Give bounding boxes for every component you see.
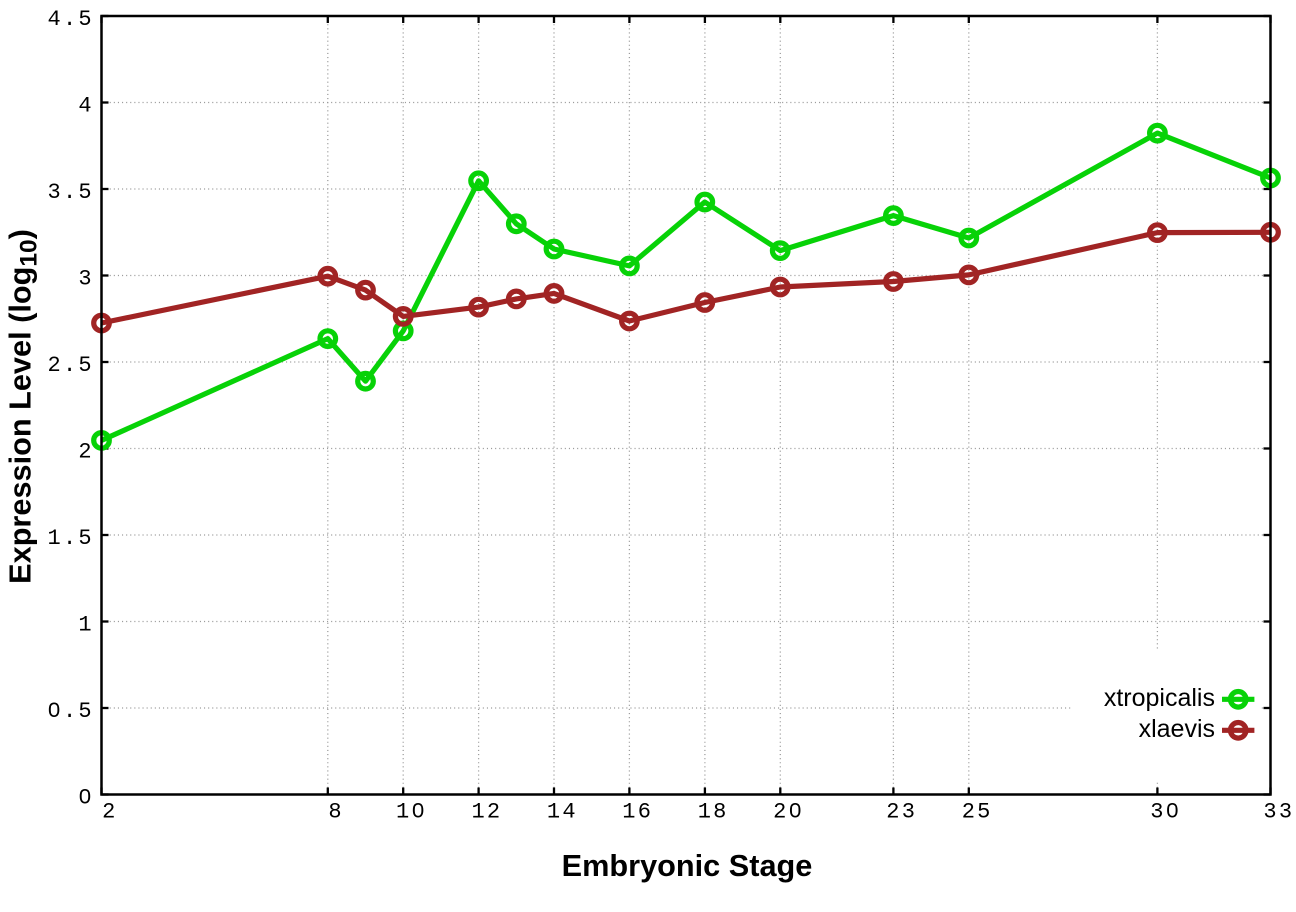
svg-text:2: 2 — [78, 440, 91, 465]
svg-text:xlaevis: xlaevis — [1139, 715, 1215, 743]
svg-text:3: 3 — [47, 180, 60, 205]
svg-text:5: 5 — [977, 800, 990, 825]
svg-text:1: 1 — [47, 526, 60, 551]
svg-text:3: 3 — [1150, 800, 1163, 825]
svg-text:1: 1 — [78, 613, 91, 638]
svg-text:6: 6 — [638, 800, 651, 825]
svg-text:1: 1 — [396, 800, 409, 825]
svg-text:Expression Level (log10): Expression Level (log10) — [3, 229, 43, 584]
svg-text:2: 2 — [487, 800, 500, 825]
svg-text:1: 1 — [622, 800, 635, 825]
svg-text:1: 1 — [547, 800, 560, 825]
svg-text:5: 5 — [78, 353, 91, 378]
svg-text:.: . — [63, 526, 76, 551]
svg-text:4: 4 — [562, 800, 575, 825]
svg-text:4: 4 — [78, 94, 91, 119]
svg-text:.: . — [63, 7, 76, 32]
svg-text:8: 8 — [713, 800, 726, 825]
svg-text:5: 5 — [78, 7, 91, 32]
svg-text:1: 1 — [698, 800, 711, 825]
svg-text:xtropicalis: xtropicalis — [1104, 684, 1215, 712]
svg-text:2: 2 — [47, 353, 60, 378]
svg-text:.: . — [63, 699, 76, 724]
svg-text:.: . — [63, 180, 76, 205]
svg-text:2: 2 — [102, 800, 115, 825]
svg-text:4: 4 — [47, 7, 60, 32]
svg-text:3: 3 — [1279, 800, 1292, 825]
svg-text:5: 5 — [78, 526, 91, 551]
svg-text:3: 3 — [1263, 800, 1276, 825]
svg-text:3: 3 — [902, 800, 915, 825]
svg-text:2: 2 — [886, 800, 899, 825]
svg-text:.: . — [63, 353, 76, 378]
svg-text:Embryonic Stage: Embryonic Stage — [562, 848, 813, 883]
svg-text:5: 5 — [78, 180, 91, 205]
svg-text:5: 5 — [78, 699, 91, 724]
svg-text:2: 2 — [773, 800, 786, 825]
svg-text:8: 8 — [328, 800, 341, 825]
svg-text:1: 1 — [471, 800, 484, 825]
svg-text:3: 3 — [78, 267, 91, 292]
svg-text:2: 2 — [962, 800, 975, 825]
